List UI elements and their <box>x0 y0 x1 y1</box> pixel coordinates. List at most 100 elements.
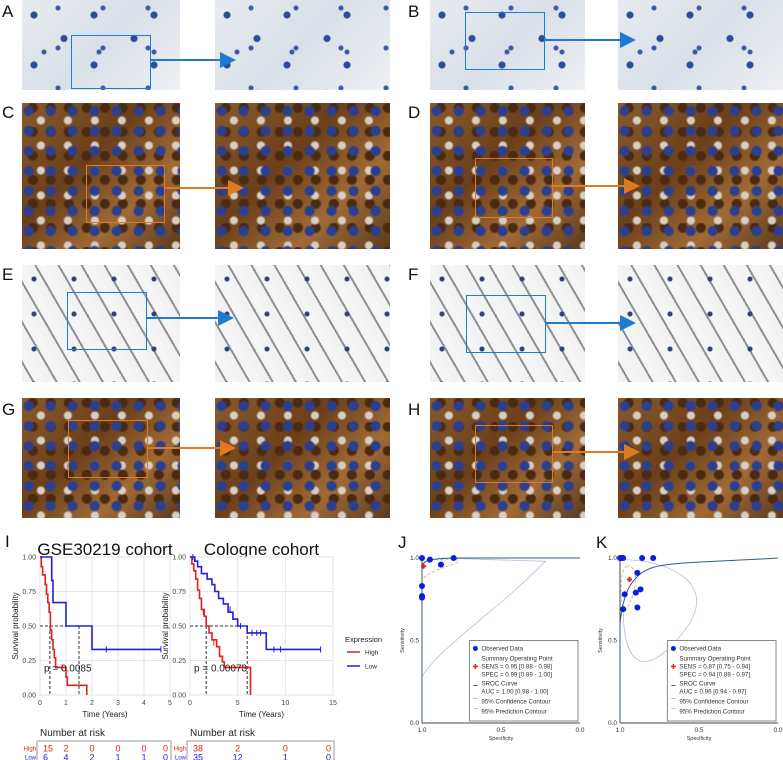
chart-title: Cologne cohort <box>204 540 320 559</box>
legend-title: Expression <box>345 635 382 644</box>
observed-point <box>426 556 433 563</box>
x-axis-label: Specificity <box>687 736 712 742</box>
legend-summary-marker <box>472 664 478 669</box>
micrograph-a-zoom <box>215 0 390 90</box>
km-curve-low <box>190 556 321 651</box>
x-tick-label: 10 <box>281 700 289 707</box>
legend-text: AUC = 0.96 [0.94 - 0.97] <box>679 689 746 696</box>
y-tick-label: 0.00 <box>172 693 186 700</box>
micrograph-c-zoom <box>215 103 390 249</box>
y-tick-label: 1.0 <box>410 555 419 562</box>
legend-text: Summary Operating Point <box>679 656 750 663</box>
x-tick-label: 15 <box>329 700 337 707</box>
legend-text: 95% Prediction Contour <box>481 709 546 716</box>
observed-point <box>639 555 646 561</box>
legend-text: SENS = 0.95 [0.88 - 0.98] <box>481 664 552 671</box>
observed-point <box>419 583 425 590</box>
sroc-curve <box>619 557 779 723</box>
observed-point <box>637 586 644 593</box>
legend-text: SROC Curve <box>481 681 518 688</box>
observed-point <box>634 569 641 576</box>
p-value: p = 0.00073 <box>194 663 248 674</box>
risk-table-title: Number at risk <box>40 728 106 739</box>
legend-text: 95% Confidence Contour <box>679 699 748 706</box>
chart-title: GSE30219 cohort <box>37 540 172 559</box>
legend-text: Observed Data <box>481 646 523 653</box>
panel-label-j: J <box>398 533 407 552</box>
micrograph-g-zoom <box>215 398 390 518</box>
x-tick-label: 4 <box>142 700 146 707</box>
y-tick-label: 0.75 <box>22 589 36 596</box>
micrograph-h-zoom <box>618 398 783 518</box>
micrograph-d <box>430 103 585 249</box>
summary-point <box>626 576 632 582</box>
micrograph-a <box>22 0 180 90</box>
y-tick-label: 0.5 <box>410 638 419 645</box>
observed-point <box>621 591 628 598</box>
x-tick-label: 5 <box>236 700 240 707</box>
panel-label-k: K <box>596 533 608 552</box>
x-tick-label: 1.0 <box>615 727 624 734</box>
y-tick-label: 0.50 <box>172 624 186 631</box>
confidence-contour <box>423 559 460 579</box>
risk-value: 35 <box>193 753 203 760</box>
inset-box-c <box>86 165 165 223</box>
km-curve-high <box>190 556 252 695</box>
micrograph-e-zoom <box>215 265 390 382</box>
risk-value: 2 <box>63 744 68 754</box>
y-tick-label: 0.50 <box>22 624 36 631</box>
micrograph-c <box>22 103 180 249</box>
risk-value: 2 <box>89 753 94 760</box>
y-tick-label: 1.00 <box>22 555 36 562</box>
legend-text: 95% Confidence Contour <box>481 699 550 706</box>
km-curve-low <box>40 556 161 651</box>
legend-text: 95% Prediction Contour <box>679 709 744 716</box>
legend-text: Summary Operating Point <box>481 656 552 663</box>
panel-label-f: F <box>408 265 419 284</box>
risk-row-label: High <box>174 747 186 753</box>
legend-observed-marker <box>670 646 676 651</box>
panel-label-g: G <box>2 400 16 419</box>
panel-label-e: E <box>2 265 14 284</box>
risk-value: 0 <box>283 744 288 754</box>
panel-label-h: H <box>408 400 421 419</box>
panel-label-c: C <box>2 103 15 122</box>
y-tick-label: 1.00 <box>172 555 186 562</box>
risk-value: 38 <box>193 744 203 754</box>
risk-value: 0 <box>326 744 331 754</box>
observed-point <box>620 555 627 561</box>
risk-value: 0 <box>163 744 168 754</box>
micrograph-g <box>22 398 180 518</box>
micrograph-d-zoom <box>618 103 783 249</box>
x-axis-label: Time (Years) <box>239 710 285 719</box>
y-tick-label: 1.0 <box>608 555 617 562</box>
risk-table-frame <box>186 740 335 760</box>
y-tick-label: 0.75 <box>172 589 186 596</box>
legend-label: High <box>365 650 379 657</box>
observed-point <box>634 604 641 611</box>
y-axis-label: Survival probability <box>161 592 170 659</box>
x-tick-label: 1.0 <box>417 727 426 734</box>
inset-box-e <box>67 292 147 350</box>
zoom-arrows <box>146 32 640 460</box>
legend-box <box>666 640 777 722</box>
x-tick-label: 5 <box>168 700 172 707</box>
legend-summary-marker <box>670 664 676 669</box>
risk-row-label: Low <box>175 756 187 760</box>
risk-value: 0 <box>326 753 331 760</box>
panel-label-i: I <box>5 532 10 551</box>
x-axis-label: Specificity <box>489 736 514 742</box>
x-tick-label: 0.5 <box>694 727 703 734</box>
risk-table-title: Number at risk <box>190 728 256 739</box>
observed-point <box>650 555 657 561</box>
y-axis-label: Sensitivity <box>400 628 406 653</box>
y-tick-label: 0.00 <box>22 693 36 700</box>
risk-value: 0 <box>115 744 120 754</box>
observed-point <box>450 555 457 561</box>
panel-label-b: B <box>408 2 420 21</box>
risk-value: 1 <box>115 753 120 760</box>
legend-text: AUC = 1.00 [0.98 - 1.00] <box>481 689 548 696</box>
risk-value: 6 <box>43 753 48 760</box>
x-tick-label: 2 <box>90 700 94 707</box>
inset-box-h <box>475 425 553 483</box>
